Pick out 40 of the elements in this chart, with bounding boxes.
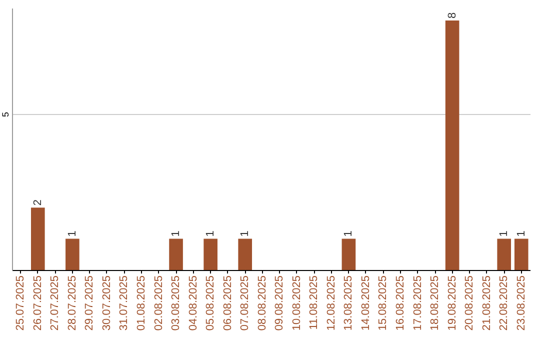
x-tick-label: 10.08.2025 — [290, 276, 303, 331]
x-tick-label: 20.08.2025 — [464, 276, 476, 331]
data-label: 2 — [32, 199, 44, 206]
x-tick-label: 08.08.2025 — [256, 276, 268, 331]
x-tick-label: 02.08.2025 — [152, 276, 165, 331]
data-label: 1 — [342, 230, 355, 237]
data-label: 1 — [170, 230, 182, 237]
x-tick-label: 22.08.2025 — [498, 276, 510, 331]
x-tick-label: 11.08.2025 — [308, 276, 320, 330]
x-tick-label: 03.08.2025 — [170, 276, 182, 331]
x-tick-label: 31.07.2025 — [118, 276, 130, 331]
data-label: 1 — [204, 230, 217, 237]
x-tick-label: 21.08.2025 — [480, 276, 493, 331]
x-tick-label: 28.07.2025 — [66, 276, 78, 331]
x-tick-label: 01.08.2025 — [136, 276, 148, 331]
x-tick-label: 07.08.2025 — [239, 276, 252, 331]
x-tick-label: 04.08.2025 — [187, 276, 200, 331]
x-tick-label: 25.07.2025 — [14, 276, 27, 331]
data-label: 8 — [446, 12, 458, 18]
x-tick-label: 29.07.2025 — [84, 276, 96, 331]
x-tick-label: 12.08.2025 — [325, 276, 338, 331]
x-tick-label: 16.08.2025 — [394, 276, 406, 331]
x-tick-label: 09.08.2025 — [274, 276, 286, 331]
x-tick-label: 14.08.2025 — [360, 276, 372, 331]
data-label: 1 — [239, 230, 252, 237]
x-tick-label: 17.08.2025 — [412, 276, 424, 331]
data-label: 1 — [66, 230, 78, 237]
x-tick-label: 27.07.2025 — [49, 276, 62, 331]
x-tick-label: 05.08.2025 — [204, 276, 217, 331]
x-tick-label: 30.07.2025 — [100, 276, 113, 331]
data-label: 1 — [498, 230, 510, 237]
y-tick-label: 5 — [0, 112, 10, 118]
x-tick-label: 18.08.2025 — [429, 276, 442, 331]
x-tick-label: 23.08.2025 — [515, 276, 528, 331]
x-tick-label: 15.08.2025 — [377, 276, 390, 331]
x-tick-label: 13.08.2025 — [342, 276, 355, 331]
x-tick-label: 19.08.2025 — [446, 276, 458, 331]
x-tick-label: 06.08.2025 — [222, 276, 234, 331]
x-tick-label: 26.07.2025 — [32, 276, 44, 331]
data-label: 1 — [515, 230, 528, 237]
